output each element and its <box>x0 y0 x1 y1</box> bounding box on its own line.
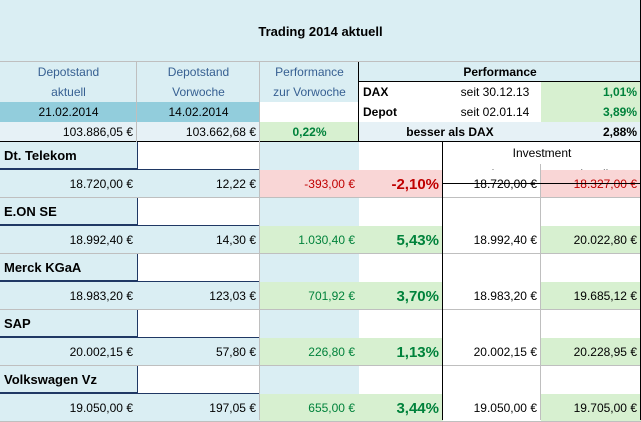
stock-price: 197,05 € <box>209 401 256 415</box>
better-than-dax-value: 2,88% <box>541 122 641 142</box>
header-depot-aktuell-line1: Depotstand <box>0 62 137 82</box>
stock-aktuell: 19.685,12 € <box>541 282 641 310</box>
row-bg <box>0 226 260 254</box>
empty-cell <box>260 102 359 122</box>
depot-since: seit 02.01.14 <box>449 102 541 122</box>
stock-vorher: 18.983,20 € <box>443 282 541 310</box>
header-depot-vorwoche-line2: Vorwoche <box>137 82 260 102</box>
stock-change: 701,92 € <box>260 282 359 310</box>
performance-vorwoche-value: 0,22% <box>260 122 359 142</box>
header-performance-line1: Performance <box>260 62 359 82</box>
stock-pct: 3,44% <box>359 394 443 422</box>
better-than-dax-label: besser als DAX <box>359 122 541 142</box>
stock-invest: 20.002,15 € <box>69 345 133 359</box>
stock-vorher: 18.720,00 € <box>443 170 541 198</box>
date-vorwoche: 14.02.2014 <box>137 102 260 122</box>
stock-price: 12,22 € <box>215 177 256 191</box>
stock-name: Volkswagen Vz <box>0 366 137 394</box>
sheet-title: Trading 2014 aktuell <box>0 0 641 62</box>
stock-price: 14,30 € <box>215 233 256 247</box>
stock-price: 57,80 € <box>215 345 256 359</box>
stock-aktuell: 19.705,00 € <box>541 394 641 422</box>
stock-pct: 5,43% <box>359 226 443 254</box>
stock-name: E.ON SE <box>0 198 137 226</box>
stock-change: 226,80 € <box>260 338 359 366</box>
row-bg <box>0 170 260 198</box>
dax-since: seit 30.12.13 <box>449 82 541 102</box>
stock-aktuell: 20.022,80 € <box>541 226 641 254</box>
stock-pct: -2,10% <box>359 170 443 198</box>
stock-change: 1.030,40 € <box>260 226 359 254</box>
date-aktuell: 21.02.2014 <box>0 102 137 122</box>
empty-cell <box>137 310 260 338</box>
row-bg <box>0 338 260 366</box>
depot-performance: 3,89% <box>541 102 641 122</box>
stock-invest: 18.720,00 € <box>69 177 133 191</box>
row-bg <box>0 282 260 310</box>
stock-vorher: 19.050,00 € <box>443 394 541 422</box>
stock-aktuell: 20.228,95 € <box>541 338 641 366</box>
stock-aktuell: 18.327,00 € <box>541 170 641 198</box>
header-depot-vorwoche-line1: Depotstand <box>137 62 260 82</box>
stock-pct: 1,13% <box>359 338 443 366</box>
depot-label: Depot <box>359 102 449 122</box>
stock-pct: 3,70% <box>359 282 443 310</box>
value-aktuell: 103.886,05 € <box>0 122 137 142</box>
header-performance-line2: zur Vorwoche <box>260 82 359 102</box>
dax-label: DAX <box>359 82 449 102</box>
empty-cell <box>137 254 260 282</box>
stock-vorher: 20.002,15 € <box>443 338 541 366</box>
dax-performance: 1,01% <box>541 82 641 102</box>
empty-cell <box>137 366 260 394</box>
performance-box-title: Performance <box>359 62 641 82</box>
investment-title: Investment <box>443 142 641 164</box>
stock-name: SAP <box>0 310 137 338</box>
row-bg <box>0 394 260 422</box>
stock-change: 655,00 € <box>260 394 359 422</box>
empty-cell <box>137 198 260 226</box>
stock-invest: 19.050,00 € <box>69 401 133 415</box>
stock-name: Dt. Telekom <box>0 142 137 170</box>
header-depot-aktuell-line2: aktuell <box>0 82 137 102</box>
stock-price: 123,03 € <box>209 289 256 303</box>
stock-vorher: 18.992,40 € <box>443 226 541 254</box>
stock-invest: 18.983,20 € <box>69 289 133 303</box>
stock-invest: 18.992,40 € <box>69 233 133 247</box>
value-vorwoche: 103.662,68 € <box>137 122 260 142</box>
stock-name: Merck KGaA <box>0 254 137 282</box>
stock-change: -393,00 € <box>260 170 359 198</box>
empty-cell <box>137 142 260 170</box>
